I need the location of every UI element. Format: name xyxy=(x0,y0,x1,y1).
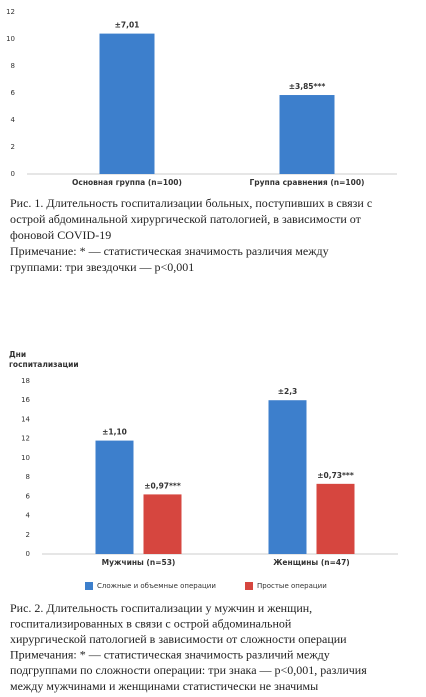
y-tick-label: 12 xyxy=(6,8,15,16)
y-tick-label: 10 xyxy=(6,35,15,43)
x-tick-label: Группа сравнения (n=100) xyxy=(250,178,365,187)
caption-line: Рис. 2. Длительность госпитализации у му… xyxy=(10,601,312,615)
bar xyxy=(268,400,307,554)
caption-line: подгруппами по сложности операции: три з… xyxy=(10,663,367,677)
legend-swatch xyxy=(245,582,253,590)
legend-swatch xyxy=(85,582,93,590)
y-tick-label: 2 xyxy=(26,531,30,539)
y-tick-label: 4 xyxy=(11,116,16,124)
caption-line: острой абдоминальной хирургической патол… xyxy=(10,212,362,226)
y-tick-label: 0 xyxy=(11,170,15,178)
y-tick-label: 0 xyxy=(26,550,30,558)
bar xyxy=(99,33,155,174)
y-tick-label: 14 xyxy=(21,415,30,423)
x-tick-label: Мужчины (n=53) xyxy=(102,558,176,567)
bar xyxy=(143,494,182,554)
y-tick-label: 8 xyxy=(11,62,15,70)
y-tick-label: 8 xyxy=(26,473,30,481)
caption-line: Рис. 1. Длительность госпитализации боль… xyxy=(10,196,372,210)
error-label: ±7,01 xyxy=(115,21,140,30)
y-axis-label: госпитализации xyxy=(9,360,79,369)
error-label: ±3,85*** xyxy=(289,82,326,91)
legend-label: Простые операции xyxy=(257,582,327,590)
caption-line: Примечания: * — статистическая значимост… xyxy=(10,648,330,662)
legend-label: Сложные и объемные операции xyxy=(97,582,216,590)
y-tick-label: 6 xyxy=(11,89,16,97)
y-tick-label: 10 xyxy=(21,454,30,462)
y-tick-label: 2 xyxy=(11,143,15,151)
caption-line: госпитализированных в связи с острой абд… xyxy=(10,616,292,630)
y-axis-label: Дни xyxy=(9,350,26,359)
x-tick-label: Основная группа (n=100) xyxy=(72,178,182,187)
caption-line: между мужчинами и женщинами статистическ… xyxy=(10,679,318,693)
bar xyxy=(316,483,355,554)
bar xyxy=(279,95,335,174)
error-label: ±2,3 xyxy=(278,387,298,396)
x-tick-label: Женщины (n=47) xyxy=(273,558,350,567)
bar xyxy=(95,440,134,554)
y-tick-label: 16 xyxy=(21,396,30,404)
caption-line: фоновой COVID-19 xyxy=(10,228,111,242)
y-tick-label: 18 xyxy=(21,377,30,385)
error-label: ±1,10 xyxy=(102,428,127,437)
error-label: ±0,97*** xyxy=(144,481,181,490)
caption-line: группами: три звездочки — p<0,001 xyxy=(10,260,194,274)
caption-line: хирургической патологией в зависимости о… xyxy=(10,632,347,646)
y-tick-label: 4 xyxy=(26,512,31,520)
y-tick-label: 12 xyxy=(21,435,30,443)
y-tick-label: 6 xyxy=(26,492,31,500)
caption-line: Примечание: * — статистическая значимост… xyxy=(10,244,329,258)
error-label: ±0,73*** xyxy=(317,471,354,480)
